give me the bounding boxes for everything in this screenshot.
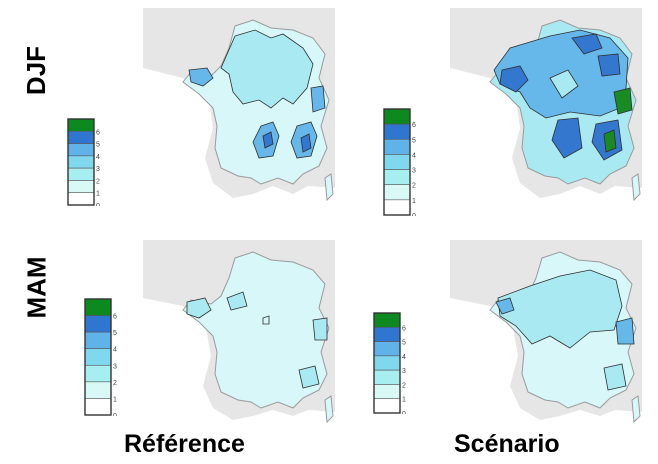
legend-swatch [383,169,411,186]
map-mam-reference [143,240,335,428]
legend-tick-label: 2 [113,380,117,387]
legend-tick-label: 5 [412,137,416,144]
legend-tick-label: 0 [96,203,100,206]
legend-tick-label: 6 [402,325,406,332]
legend-tick-label: 3 [96,166,100,173]
legend-swatch [84,381,112,399]
legend-tick-label: 4 [96,154,100,161]
legend-swatch [84,398,112,416]
legend-swatch [383,154,411,170]
legend-swatch [383,184,411,201]
legend-frame [84,298,112,416]
legend-tick-label: 5 [402,340,406,347]
legend-swatch [67,130,95,144]
legend-swatch [84,315,112,333]
legend-mam-reference: 0 1 2 3 4 5 6 [84,298,117,416]
legend-swatch [373,341,401,357]
map-djf-reference [143,8,335,206]
legend-swatch [373,312,401,328]
legend-swatch [373,398,401,414]
legend-swatch [373,326,401,342]
legend-swatch [383,108,411,125]
legend-frame [383,108,411,216]
legend-tick-label: 1 [412,198,416,205]
legend-tick-label: 6 [96,129,100,136]
legend-swatch [383,138,411,155]
column-label-reference: Référence [124,430,245,458]
legend-swatch [84,298,112,316]
legend-djf-scenario: 0 1 2 3 4 5 6 [383,108,416,216]
legend-tick-label: 3 [113,363,117,370]
legend-tick-label: 2 [96,178,100,185]
legend-djf-reference: 0 1 2 3 4 5 6 [67,118,100,206]
legend-tick-label: 1 [113,396,117,403]
legend-swatch [67,192,95,206]
legend-tick-label: 5 [113,330,117,337]
legend-tick-label: 4 [402,354,406,361]
legend-tick-label: 1 [96,191,100,198]
legend-swatch [67,167,95,181]
legend-swatch [84,331,112,350]
legend-swatch [84,348,112,366]
row-label-djf: DJF [21,45,52,96]
legend-tick-label: 5 [96,142,100,149]
legend-tick-label: 3 [402,368,406,375]
legend-frame [373,312,401,414]
legend-swatch [373,369,401,385]
legend-tick-label: 0 [412,213,416,216]
legend-tick-label: 2 [412,183,416,190]
legend-tick-label: 6 [113,314,117,321]
legend-swatch [67,155,95,169]
legend-tick-label: 2 [402,382,406,389]
legend-tick-label: 4 [412,152,416,159]
map-djf-scenario [450,8,642,206]
legend-frame [67,118,95,206]
legend-swatch [67,118,95,132]
legend-swatch [383,123,411,140]
legend-swatch [67,143,95,157]
legend-tick-label: 1 [402,397,406,404]
legend-tick-label: 4 [113,347,117,354]
legend-swatch [373,355,401,371]
legend-tick-label: 0 [402,411,406,414]
legend-swatch [84,364,112,383]
legend-tick-label: 6 [412,122,416,129]
column-label-scenario: Scénario [454,430,560,458]
legend-tick-label: 0 [113,413,117,416]
legend-swatch [373,384,401,400]
legend-swatch [67,180,95,194]
legend-swatch [383,199,411,216]
map-mam-scenario [450,240,642,428]
legend-tick-label: 3 [412,168,416,175]
legend-mam-scenario: 0 1 2 3 4 5 6 [373,312,406,414]
row-label-mam: MAM [21,256,52,319]
